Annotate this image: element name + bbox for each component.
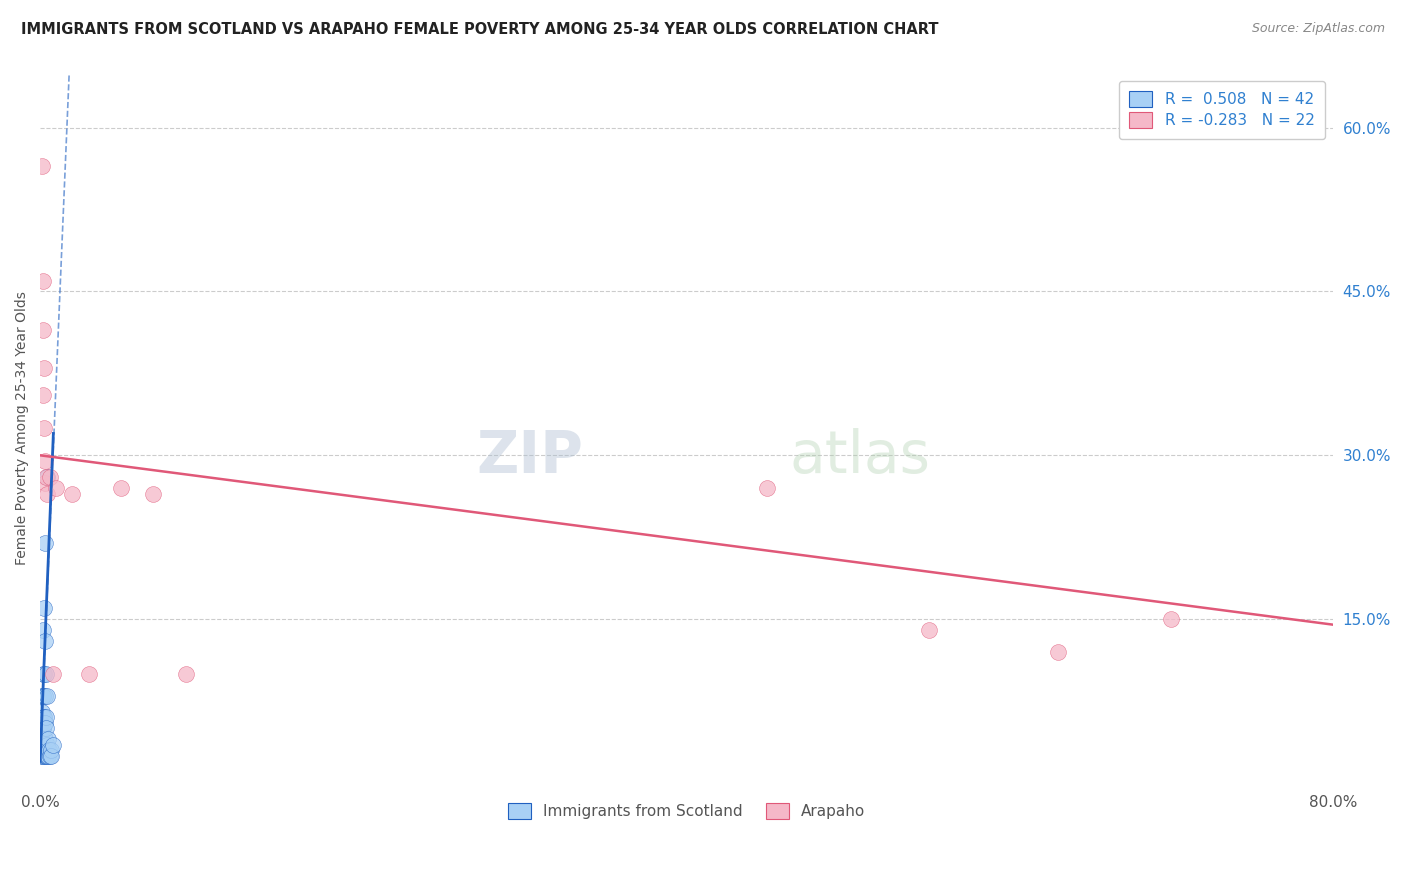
- Point: [32, 601, 55, 615]
- Point: [39, 743, 62, 757]
- Point: [35, 722, 58, 736]
- Point: [31, 705, 53, 719]
- Text: IMMIGRANTS FROM SCOTLAND VS ARAPAHO FEMALE POVERTY AMONG 25-34 YEAR OLDS CORRELA: IMMIGRANTS FROM SCOTLAND VS ARAPAHO FEMA…: [21, 22, 939, 37]
- Point: [31, 722, 53, 736]
- Point: [756, 481, 779, 495]
- Text: ZIP: ZIP: [477, 428, 583, 485]
- Point: [35, 666, 58, 681]
- Point: [32, 748, 55, 763]
- Point: [34, 475, 56, 490]
- Point: [30, 748, 52, 763]
- Legend: Immigrants from Scotland, Arapaho: Immigrants from Scotland, Arapaho: [502, 797, 872, 825]
- Point: [32, 710, 55, 724]
- Point: [31, 274, 53, 288]
- Point: [34, 454, 56, 468]
- Point: [37, 689, 59, 703]
- Point: [1160, 612, 1182, 626]
- Point: [62, 486, 84, 500]
- Point: [35, 470, 58, 484]
- Point: [174, 666, 197, 681]
- Point: [32, 743, 55, 757]
- Point: [34, 689, 56, 703]
- Point: [35, 748, 58, 763]
- Point: [32, 323, 55, 337]
- Point: [34, 732, 56, 747]
- Point: [41, 748, 63, 763]
- Text: Source: ZipAtlas.com: Source: ZipAtlas.com: [1251, 22, 1385, 36]
- Point: [31, 732, 53, 747]
- Point: [34, 634, 56, 648]
- Point: [32, 710, 55, 724]
- Point: [35, 738, 58, 752]
- Point: [142, 486, 165, 500]
- Point: [34, 748, 56, 763]
- Y-axis label: Female Poverty Among 25-34 Year Olds: Female Poverty Among 25-34 Year Olds: [15, 291, 30, 565]
- Point: [32, 421, 55, 435]
- Point: [32, 388, 55, 402]
- Point: [35, 470, 58, 484]
- Point: [38, 743, 60, 757]
- Text: atlas: atlas: [790, 428, 931, 485]
- Point: [32, 623, 55, 637]
- Point: [42, 738, 65, 752]
- Point: [32, 689, 55, 703]
- Point: [77, 666, 100, 681]
- Point: [37, 732, 59, 747]
- Point: [38, 748, 60, 763]
- Point: [32, 666, 55, 681]
- Point: [31, 159, 53, 173]
- Point: [34, 535, 56, 549]
- Point: [1047, 645, 1070, 659]
- Point: [918, 623, 941, 637]
- Point: [32, 666, 55, 681]
- Point: [42, 666, 65, 681]
- Point: [32, 722, 55, 736]
- Point: [30, 715, 52, 730]
- Point: [32, 360, 55, 375]
- Point: [37, 748, 59, 763]
- Point: [31, 748, 53, 763]
- Point: [110, 481, 132, 495]
- Point: [35, 710, 58, 724]
- Point: [35, 748, 58, 763]
- Point: [35, 486, 58, 500]
- Point: [31, 738, 53, 752]
- Point: [31, 689, 53, 703]
- Point: [31, 689, 53, 703]
- Point: [32, 743, 55, 757]
- Point: [34, 715, 56, 730]
- Point: [37, 748, 59, 763]
- Point: [45, 481, 67, 495]
- Point: [38, 470, 60, 484]
